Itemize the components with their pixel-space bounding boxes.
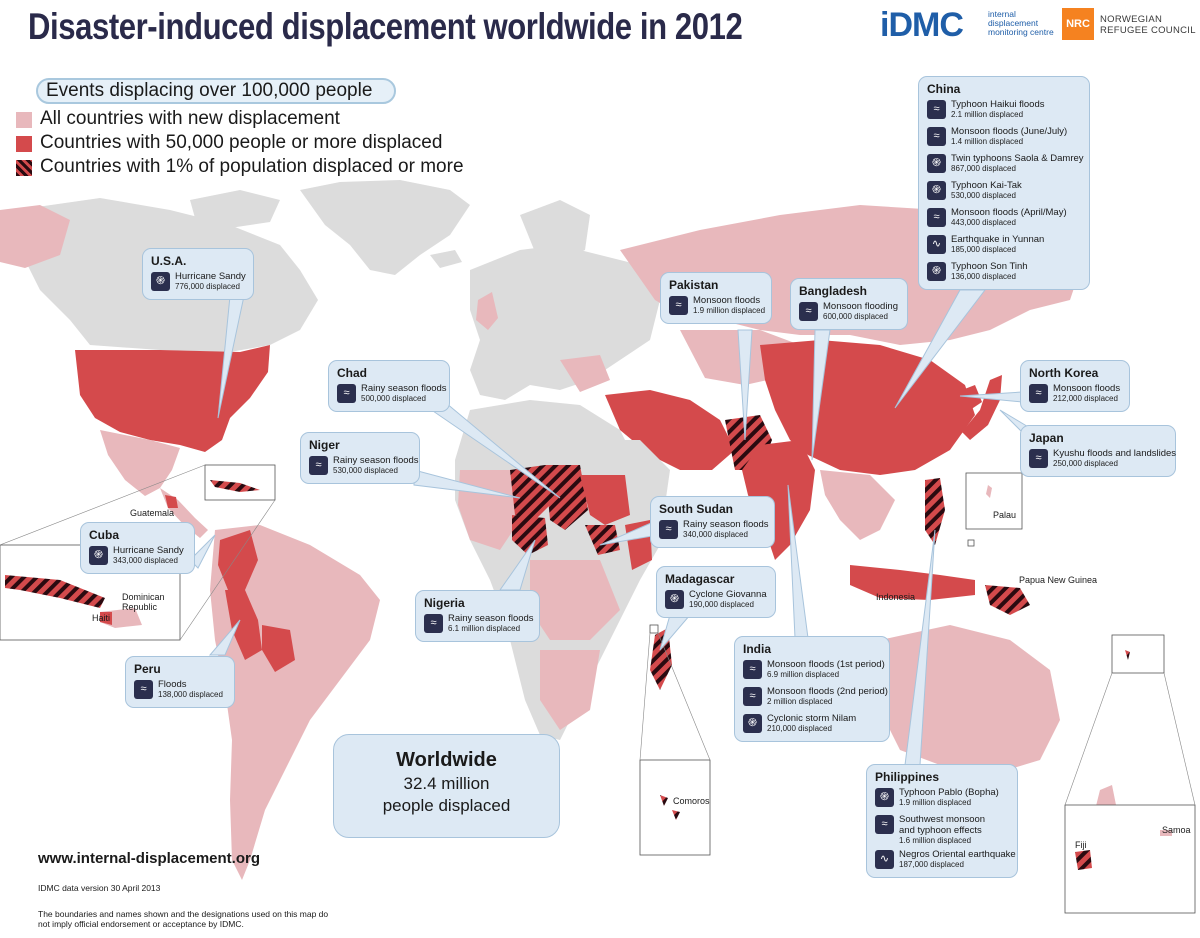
legend-events: Events displacing over 100,000 people: [36, 78, 396, 104]
flood-icon: ≈: [743, 687, 762, 706]
cyclone-icon: ֍: [927, 154, 946, 173]
footer-disclaimer: The boundaries and names shown and the d…: [38, 909, 329, 929]
cyclone-icon: ֍: [875, 788, 894, 807]
cyclone-icon: ֍: [665, 590, 684, 609]
callout-philippines: Philippines ֍ Typhoon Pablo (Bopha) 1.9 mi…: [866, 764, 1018, 878]
south-sudan-shape: [585, 525, 620, 555]
cyclone-icon: ֍: [927, 181, 946, 200]
cuba-locator-shape: [210, 480, 260, 492]
label-indonesia: Indonesia: [876, 592, 916, 602]
southern-africa-pink-shape: [540, 650, 600, 730]
flood-icon: ≈: [134, 680, 153, 699]
label-comoros: Comoros: [673, 796, 710, 806]
colombia-ecuador-shape: [218, 530, 258, 590]
flood-icon: ≈: [875, 815, 894, 834]
callout-pakistan: Pakistan ≈ Monsoon floods 1.9 million disp…: [660, 272, 772, 324]
idmc-logo: iDMC internal displacement monitoring ce…: [880, 6, 1054, 44]
callout-china: China ≈ Typhoon Haikui floods 2.1 million …: [918, 76, 1090, 290]
label-dominican-republic: Dominican Republic: [122, 592, 165, 612]
palau-inset-frame: [965, 472, 1023, 530]
indonesia-shape: [850, 565, 975, 600]
nigeria-shape: [512, 515, 548, 555]
india-shape: [742, 440, 815, 560]
central-africa-pink-shape: [530, 560, 620, 640]
hurricane-icon: ֍: [151, 272, 170, 291]
chad-shape: [545, 465, 588, 530]
label-palau: Palau: [993, 510, 1017, 520]
europe-shape: [470, 245, 660, 400]
label-fiji: Fiji: [1075, 840, 1087, 850]
flood-icon: ≈: [424, 614, 443, 633]
hurricane-icon: ֍: [89, 546, 108, 565]
scandinavia-shape: [520, 200, 590, 262]
legend-swatch-hatch: [16, 160, 32, 176]
madagascar-shape: [650, 628, 672, 690]
comoros-inset-frame: [639, 759, 711, 856]
niger-shape: [510, 465, 555, 520]
cyclone-icon: ֍: [927, 262, 946, 281]
legend-swatch-pink: [16, 112, 32, 128]
callout-south-sudan: South Sudan ≈ Rainy season floods 340,000 …: [650, 496, 775, 548]
flood-icon: ≈: [927, 100, 946, 119]
page-title: Disaster-induced displacement worldwide …: [28, 6, 743, 47]
cuba-inset-shape: [5, 575, 105, 608]
callout-peru: Peru ≈ Floods 138,000 displaced: [125, 656, 235, 708]
footer-url[interactable]: www.internal-displacement.org: [38, 850, 260, 867]
southeast-asia-shape: [820, 470, 895, 540]
greenland-shape: [300, 180, 470, 275]
alaska-shape: [0, 205, 70, 268]
bolivia-shape: [262, 625, 295, 672]
usa-shape: [75, 345, 270, 452]
callout-north-korea: North Korea ≈ Monsoon floods 212,000 displ…: [1020, 360, 1130, 412]
callout-madagascar: Madagascar ֍ Cyclone Giovanna 190,000 disp…: [656, 566, 776, 618]
japan-shape: [962, 375, 1002, 440]
philippines-shape: [925, 478, 945, 545]
flood-icon: ≈: [659, 520, 678, 539]
australia-shape: [870, 625, 1060, 775]
callout-india: India ≈ Monsoon floods (1st period) 6.9 mi…: [734, 636, 890, 742]
sudan-shape: [580, 475, 630, 525]
earthquake-icon: ∿: [927, 235, 946, 254]
callout-cuba: Cuba ֍ Hurricane Sandy 343,000 displaced: [80, 522, 195, 574]
uk-shape: [476, 292, 498, 330]
arctic-islands-shape: [190, 190, 280, 228]
flood-icon: ≈: [309, 456, 328, 475]
flood-icon: ≈: [669, 296, 688, 315]
earthquake-icon: ∿: [875, 850, 894, 869]
label-haiti: Haiti: [92, 613, 111, 623]
callout-nigeria: Nigeria ≈ Rainy season floods 6.1 million …: [415, 590, 540, 642]
iceland-shape: [430, 250, 462, 268]
cyclone-icon: ֍: [743, 714, 762, 733]
label-guatemala: Guatemala: [130, 508, 175, 518]
flood-icon: ≈: [1029, 449, 1048, 468]
footer-version: IDMC data version 30 April 2013: [38, 883, 161, 893]
callout-bangladesh: Bangladesh ≈ Monsoon flooding 600,000 disp…: [790, 278, 908, 330]
worldwide-summary: Worldwide 32.4 million people displaced: [333, 734, 560, 838]
legend-swatch-red: [16, 136, 32, 152]
callout-niger: Niger ≈ Rainy season floods 530,000 displa…: [300, 432, 420, 484]
callout-japan: Japan ≈ Kyushu floods and landslides 250,0…: [1020, 425, 1176, 477]
callout-usa: U.S.A. ֍ Hurricane Sandy 776,000 displaced: [142, 248, 254, 300]
balkans-shape: [560, 355, 610, 392]
peru-shape: [225, 590, 262, 660]
label-papua-new-guinea: Papua New Guinea: [1019, 575, 1098, 585]
haiti-inset-shape: [100, 612, 112, 625]
guatemala-shape: [165, 495, 178, 508]
flood-icon: ≈: [927, 208, 946, 227]
label-samoa: Samoa: [1162, 825, 1191, 835]
png-shape: [985, 585, 1030, 615]
flood-icon: ≈: [927, 127, 946, 146]
flood-icon: ≈: [337, 384, 356, 403]
middle-east-shape: [605, 390, 735, 470]
mexico-shape: [100, 430, 180, 496]
pacific-locator-box: [1111, 634, 1165, 674]
flood-icon: ≈: [743, 660, 762, 679]
callout-chad: Chad ≈ Rainy season floods 500,000 displac…: [328, 360, 450, 412]
flood-icon: ≈: [799, 302, 818, 321]
flood-icon: ≈: [1029, 384, 1048, 403]
